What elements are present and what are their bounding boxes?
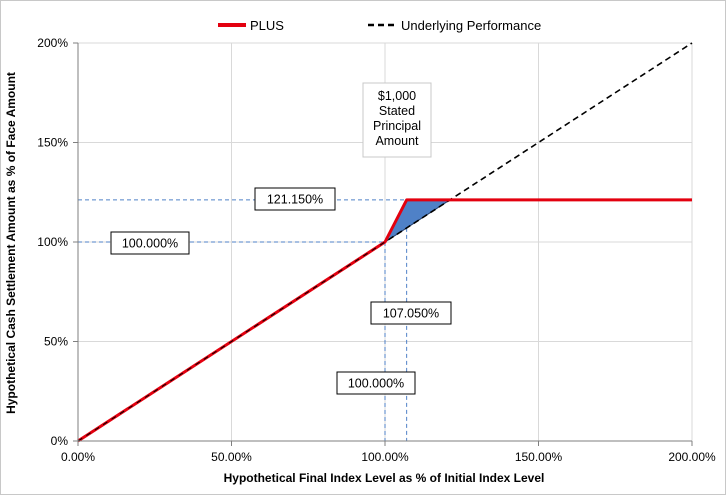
y-tick-label: 150% [37,136,68,150]
annotations: 121.150% 100.000% 107.050% 100.000% $1,000St… [110,82,452,395]
legend-label-underlying: Underlying Performance [401,18,541,33]
principal-amount-line: Amount [375,134,419,148]
y-tick-label: 100% [37,235,68,249]
principal-amount-line: Principal [373,119,421,133]
initial-level-y-box [110,231,190,255]
x-axis-title: Hypothetical Final Index Level as % of I… [224,471,545,485]
cap-point-x-label: 107.050% [383,307,439,321]
axis-layer [77,43,692,442]
cap-level-box [254,187,336,211]
initial-level-x-label: 100.000% [348,377,404,391]
legend: PLUS Underlying Performance [218,18,541,33]
x-tick-label: 100.00% [361,450,409,464]
principal-amount-line: $1,000 [378,89,416,103]
x-tick-label: 0.00% [61,450,95,464]
series-layer [77,42,693,443]
principal-amount-line: Stated [379,104,415,118]
legend-label-plus: PLUS [250,18,284,33]
initial-level-y-label: 100.000% [122,237,178,251]
underlying-overlay-line [77,241,386,442]
y-axis-title: Hypothetical Cash Settlement Amount as %… [4,72,18,414]
y-tick-label: 0% [51,434,69,448]
y-tick-label: 50% [44,335,68,349]
initial-level-x-box [336,371,416,395]
tick-labels: 0.00% 50.00% 100.00% 150.00% 200.00% 0% 50% 100… [37,36,716,464]
cap-point-x-box [370,301,452,325]
cap-level-label: 121.150% [267,193,323,207]
x-tick-label: 50.00% [211,450,252,464]
y-tick-label: 200% [37,36,68,50]
principal-amount-box [362,82,432,158]
x-tick-label: 200.00% [668,450,716,464]
x-tick-label: 150.00% [515,450,563,464]
